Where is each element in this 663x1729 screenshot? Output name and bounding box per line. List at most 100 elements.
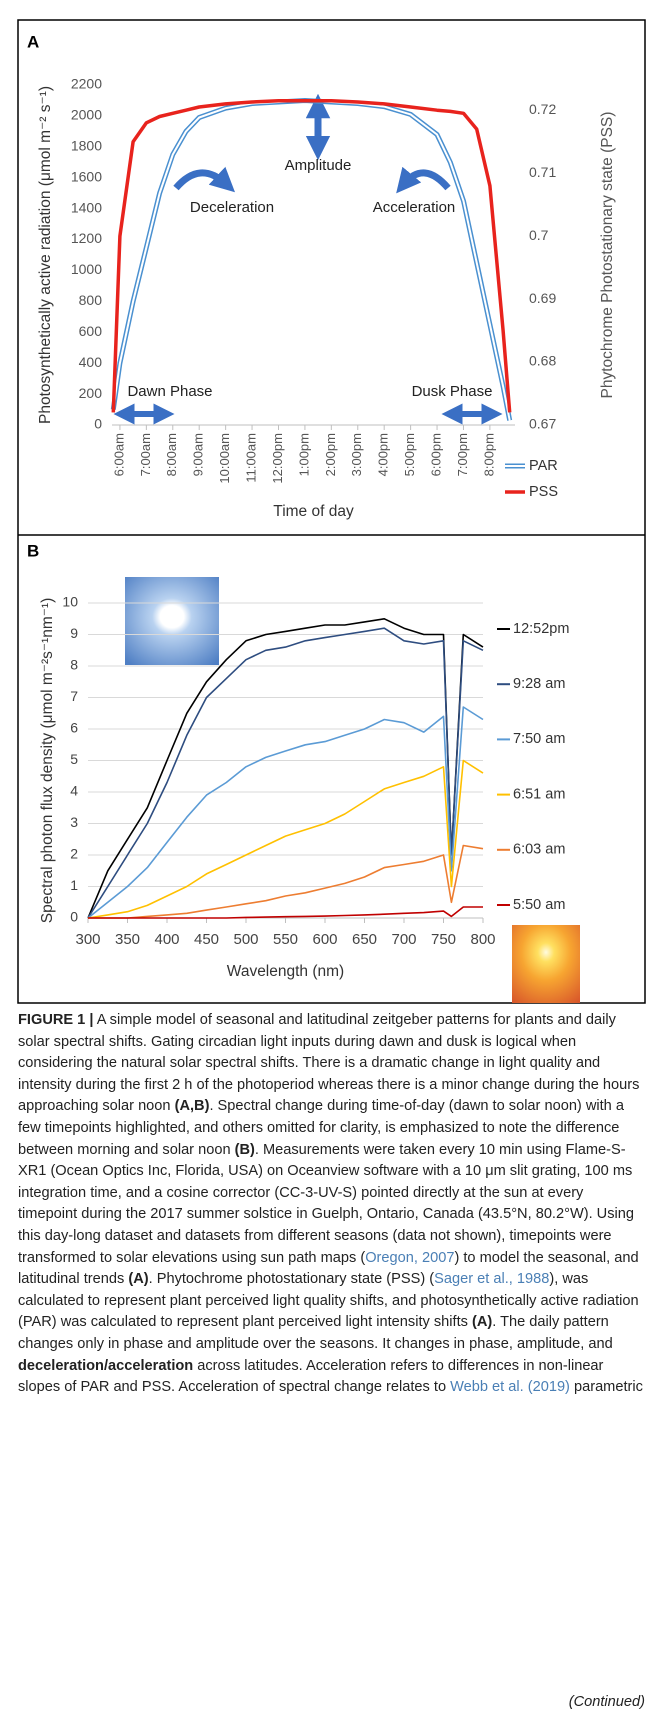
series-line [88, 906, 483, 919]
y-tick-label: 10 [62, 594, 78, 610]
y-tick-label: 1400 [71, 199, 102, 215]
series-line-inner [112, 99, 511, 421]
caption-text: (B) [234, 1141, 255, 1158]
y-tick-label: 2200 [71, 76, 102, 92]
series-line [87, 618, 484, 919]
acceleration-arrow [396, 166, 451, 194]
x-tick-label: 450 [194, 931, 219, 948]
y-tick-label: 200 [79, 385, 103, 401]
x-tick-label: 12:00pm [270, 433, 285, 484]
citation-link[interactable]: Sager et al., 1988 [434, 1271, 550, 1288]
y-tick-label: 3 [70, 814, 78, 830]
y-tick-label: 7 [70, 688, 78, 704]
y-tick-label: 1600 [71, 168, 102, 184]
x-tick-label: 3:00pm [349, 433, 364, 476]
legend-label: 9:28 am [513, 676, 565, 692]
sun-photo [125, 577, 219, 665]
y2-tick-label: 0.69 [529, 290, 556, 306]
legend-label: 6:03 am [513, 842, 565, 858]
caption-text: (A,B) [174, 1098, 210, 1115]
legend-label: PAR [529, 458, 558, 474]
deceleration-arrow [173, 166, 236, 193]
y-tick-label: 0 [70, 909, 78, 925]
caption-text: A simple model of seasonal and latitudin… [18, 1012, 640, 1115]
y-tick-label: 1 [70, 877, 78, 893]
citation-link[interactable]: Webb et al. (2019) [450, 1379, 570, 1396]
legend-label: PSS [529, 484, 558, 500]
x-tick-label: 800 [470, 931, 495, 948]
y2-tick-label: 0.67 [529, 416, 556, 432]
x-tick-label: 1:00pm [296, 433, 311, 476]
y-axis-title: Photosynthetically active radiation (μmo… [37, 86, 54, 424]
sunset-photo [512, 925, 580, 1003]
x-tick-label: 650 [352, 931, 377, 948]
caption-text: . Spectral change during time-of-day (da… [18, 1098, 624, 1158]
caption-text: ), was calculated to represent plant per… [18, 1271, 639, 1331]
annotation: Amplitude [285, 157, 352, 174]
x-tick-label: 600 [312, 931, 337, 948]
x-tick-label: 9:00am [191, 433, 206, 476]
y-tick-label: 9 [70, 625, 78, 641]
x-tick-label: 350 [115, 931, 140, 948]
caption: FIGURE 1 | A simple model of seasonal an… [18, 1010, 645, 1399]
caption-text: ) to model the seasonal, and latitudinal… [18, 1249, 639, 1288]
y-axis-title: Spectral photon flux density (μmol m⁻²s⁻… [39, 598, 56, 924]
legend-label: 12:52pm [513, 621, 569, 637]
legend-label: 6:51 am [513, 786, 565, 802]
series-line [110, 98, 513, 421]
y2-axis-title: Phytochrome Photostationary state (PSS) [599, 112, 616, 399]
x-tick-label: 550 [273, 931, 298, 948]
y-tick-label: 1800 [71, 138, 102, 154]
y-tick-label: 600 [79, 323, 103, 339]
x-tick-label: 300 [75, 931, 100, 948]
x-tick-label: 400 [154, 931, 179, 948]
x-tick-label: 8:00am [164, 433, 179, 476]
y-tick-label: 400 [79, 354, 103, 370]
x-tick-label: 500 [233, 931, 258, 948]
panel-label: A [27, 32, 39, 51]
y-tick-label: 8 [70, 657, 78, 673]
y2-tick-label: 0.72 [529, 101, 556, 117]
caption-text: (A) [471, 1314, 493, 1331]
caption-text: . Measurements were taken every 10 min u… [18, 1141, 634, 1266]
x-tick-label: 6:00am [111, 433, 126, 476]
legend-label: 7:50 am [513, 731, 565, 747]
caption-text: parametric [569, 1379, 643, 1396]
y2-tick-label: 0.71 [529, 164, 556, 180]
series-line [87, 627, 484, 919]
caption-text: . The daily pattern changes only in phas… [18, 1314, 613, 1352]
y-tick-label: 1200 [71, 230, 102, 246]
annotation: Deceleration [190, 199, 274, 216]
x-axis-title: Wavelength (nm) [227, 963, 344, 980]
y-tick-label: 2 [70, 846, 78, 862]
x-tick-label: 8:00pm [481, 433, 496, 476]
annotation: Dawn Phase [127, 383, 212, 400]
x-tick-label: 2:00pm [323, 433, 338, 476]
annotation: Dusk Phase [412, 383, 493, 400]
series-line [88, 844, 484, 919]
caption-text: across latitudes. Acceleration refers to… [18, 1357, 604, 1396]
caption-text: (A) [128, 1271, 149, 1288]
legend-label: 5:50 am [513, 897, 565, 913]
x-tick-label: 7:00pm [455, 433, 470, 476]
y-tick-label: 6 [70, 720, 78, 736]
y-tick-label: 0 [94, 416, 102, 432]
x-tick-label: 6:00pm [428, 433, 443, 476]
x-tick-label: 5:00pm [402, 433, 417, 476]
caption-text: FIGURE 1 | [18, 1012, 94, 1028]
x-tick-label: 7:00am [138, 433, 153, 476]
series-line [87, 706, 484, 919]
panel-label: B [27, 541, 39, 560]
figure: A B Amplitude Deceleration Acceleration … [17, 19, 646, 1004]
y2-tick-label: 0.68 [529, 353, 556, 369]
citation-link[interactable]: Oregon, 2007 [365, 1249, 455, 1266]
continued-note: (Continued) [568, 1694, 645, 1710]
caption-text: . Phytochrome photostationary state (PSS… [148, 1271, 435, 1288]
y2-tick-label: 0.7 [529, 227, 549, 243]
x-tick-label: 11:00am [243, 433, 258, 483]
figure-frame [17, 19, 646, 1004]
x-tick-label: 750 [431, 931, 456, 948]
y-tick-label: 1000 [71, 261, 102, 277]
series-line [111, 98, 512, 413]
